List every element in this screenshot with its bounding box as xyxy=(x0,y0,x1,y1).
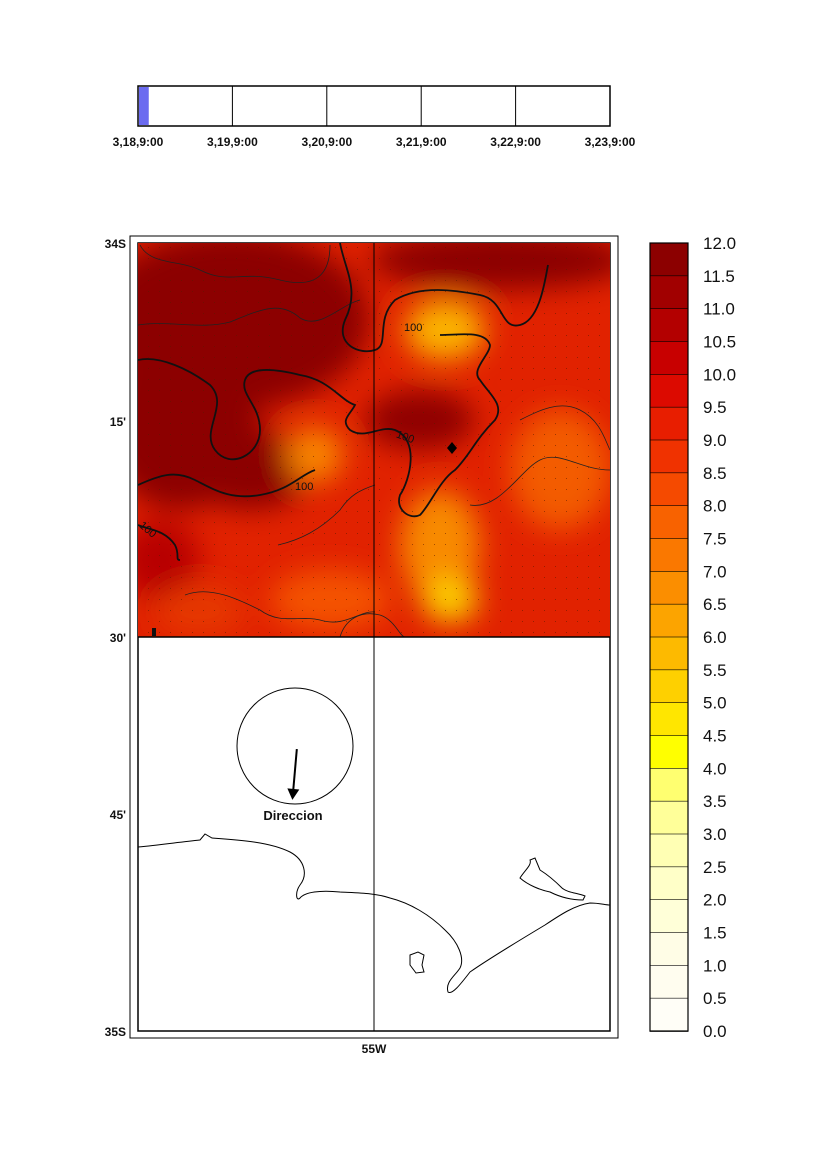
thick-contours xyxy=(138,243,549,561)
colorbar-tick-label: 10.5 xyxy=(703,333,736,352)
colorbar-tick-label: 4.0 xyxy=(703,759,727,778)
timeline-label-4: 3,22,9:00 xyxy=(490,135,541,149)
colorbar-swatch xyxy=(649,866,689,901)
colorbar-labels: 12.0 11.5 11.0 10.5 10.0 9.5 9.0 8.5 8.0 7.5 7.0 6.… xyxy=(703,234,736,1041)
lat-label-35s: 35S xyxy=(105,1025,126,1039)
lat-label-45: 45' xyxy=(110,808,126,822)
timeline-progress-indicator xyxy=(139,87,149,125)
lat-axis: 34S 15' 30' 45' 35S xyxy=(105,237,127,1039)
colorbar-swatch xyxy=(649,341,689,376)
colorbar-tick-label: 3.0 xyxy=(703,825,727,844)
colorbar-swatch xyxy=(649,833,689,868)
colorbar-tick-label: 1.0 xyxy=(703,956,727,975)
colorbar-swatch xyxy=(649,997,689,1032)
timeline-label-5: 3,23,9:00 xyxy=(585,135,636,149)
colorbar-tick-label: 9.5 xyxy=(703,398,727,417)
lat-label-34s: 34S xyxy=(105,237,126,251)
colorbar-tick-label: 2.5 xyxy=(703,858,727,877)
colorbar-swatch xyxy=(649,571,689,605)
thin-contours xyxy=(138,244,610,637)
colorbar-swatches xyxy=(649,242,689,1032)
colorbar-swatch xyxy=(649,242,689,277)
colorbar-tick-label: 12.0 xyxy=(703,234,736,253)
colorbar-swatch xyxy=(649,472,689,507)
colorbar-swatch xyxy=(649,932,689,967)
colorbar-tick-label: 0.5 xyxy=(703,989,727,1008)
colorbar-tick-label: 8.5 xyxy=(703,464,727,483)
colorbar-swatch xyxy=(649,636,689,671)
colorbar-swatch xyxy=(649,406,689,441)
coastline xyxy=(137,833,611,994)
direction-arrow-icon xyxy=(287,748,300,800)
contour-label: 100 xyxy=(404,322,422,334)
direction-circle xyxy=(236,687,354,805)
colorbar-swatch xyxy=(649,439,689,474)
diamond-marker xyxy=(447,442,457,454)
colorbar-tick-label: 2.0 xyxy=(703,891,727,910)
lon-label-55w: 55W xyxy=(362,1042,387,1056)
colorbar-swatch xyxy=(649,899,689,934)
colorbar-tick-label: 4.5 xyxy=(703,727,727,746)
timeline-label-1: 3,19,9:00 xyxy=(207,135,258,149)
direction-indicator: Direccion xyxy=(236,687,354,823)
colorbar-tick-label: 7.0 xyxy=(703,562,727,581)
colorbar-tick-label: 9.0 xyxy=(703,431,727,450)
timeline-label-0: 3,18,9:00 xyxy=(113,135,164,149)
colorbar-swatch xyxy=(649,308,689,343)
colorbar-swatch xyxy=(649,768,689,802)
colorbar-tick-label: 7.5 xyxy=(703,530,727,549)
colorbar-swatch xyxy=(649,505,689,540)
colorbar-tick-label: 10.0 xyxy=(703,365,736,384)
lat-label-30: 30' xyxy=(110,631,126,645)
colorbar-swatch xyxy=(649,702,689,737)
colorbar-swatch xyxy=(649,538,689,573)
colorbar-tick-label: 6.0 xyxy=(703,628,727,647)
colorbar-swatch xyxy=(649,800,689,835)
colorbar-tick-label: 5.5 xyxy=(703,661,727,680)
colorbar-tick-label: 6.5 xyxy=(703,595,727,614)
colorbar-tick-label: 1.5 xyxy=(703,924,727,943)
wave-height-field xyxy=(138,243,610,637)
timeline-bar xyxy=(137,85,611,127)
colorbar-tick-label: 8.0 xyxy=(703,497,727,516)
timeline-label-2: 3,20,9:00 xyxy=(301,135,352,149)
colorbar-swatch xyxy=(649,374,689,408)
colorbar-frame xyxy=(649,242,689,1032)
colorbar-tick-label: 11.0 xyxy=(703,300,735,319)
colorbar-tick-label: 3.5 xyxy=(703,792,727,811)
colorbar-tick-label: 5.0 xyxy=(703,694,727,713)
timeline-label-3: 3,21,9:00 xyxy=(396,135,447,149)
colorbar-swatch xyxy=(649,669,689,704)
colorbar-tick-label: 0.0 xyxy=(703,1022,727,1041)
lat-label-15: 15' xyxy=(110,415,126,429)
map-panel: 100 100 100 100 Direccion xyxy=(129,235,619,1039)
contour-label: 100 xyxy=(295,481,313,493)
colorbar-swatch xyxy=(649,965,689,999)
colorbar-swatch xyxy=(649,735,689,770)
colorbar: 12.0 11.5 11.0 10.5 10.0 9.5 9.0 8.5 8.0 7.5 7.0 6.… xyxy=(649,234,736,1041)
colorbar-tick-label: 11.5 xyxy=(703,267,735,286)
colorbar-swatch xyxy=(649,275,689,310)
colorbar-swatch xyxy=(649,603,689,638)
direction-label: Direccion xyxy=(263,808,322,823)
timeline: 3,18,9:00 3,19,9:00 3,20,9:00 3,21,9:00 … xyxy=(113,85,636,149)
contour-label: 100 xyxy=(394,429,415,447)
